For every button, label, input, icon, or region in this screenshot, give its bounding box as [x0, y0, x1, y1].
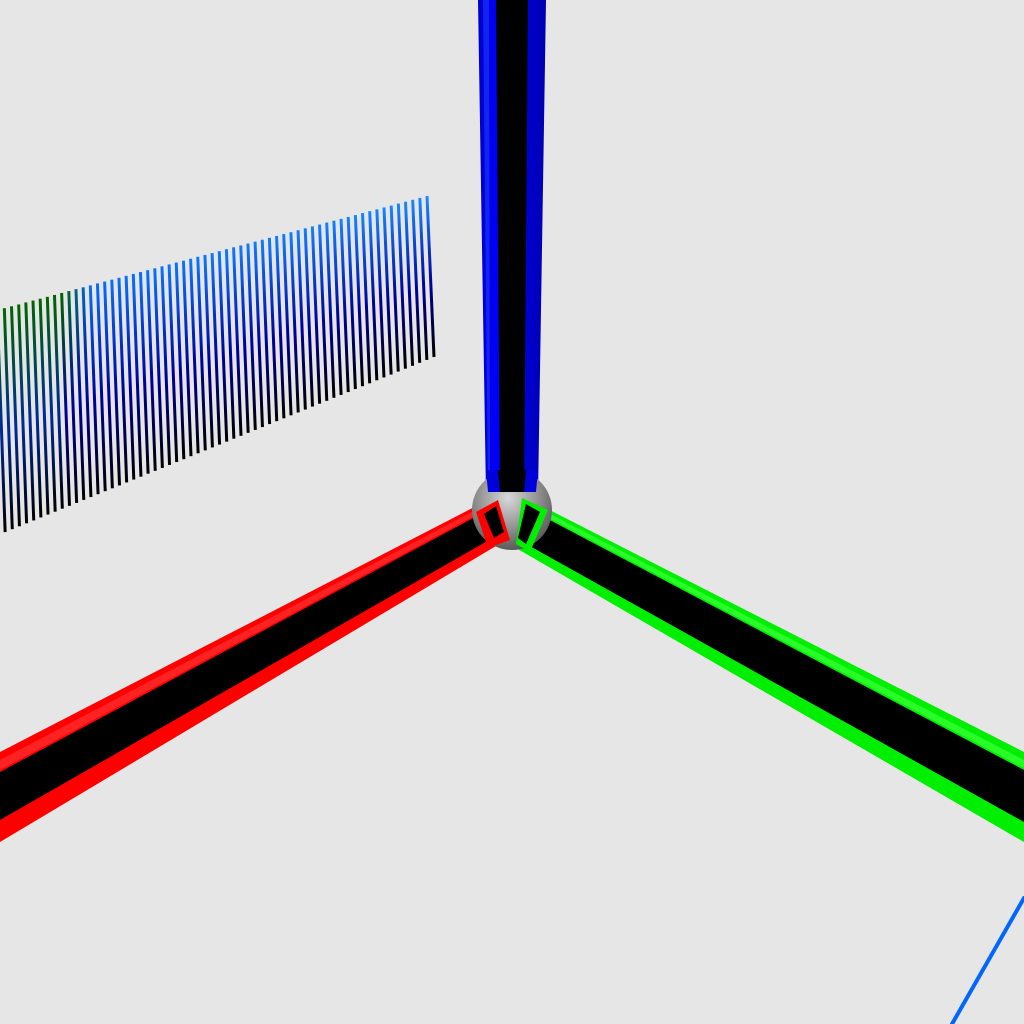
line-field-stroke — [296, 230, 307, 410]
line-field-stroke — [275, 235, 286, 419]
line-field-stroke — [31, 300, 43, 518]
line-field-stroke — [110, 279, 122, 486]
line-field-stroke — [325, 222, 336, 398]
line-field-stroke — [318, 224, 329, 401]
line-field-stroke — [146, 270, 157, 471]
line-field-stroke — [246, 243, 257, 431]
line-field-stroke — [160, 266, 172, 466]
line-field-stroke — [389, 205, 400, 372]
line-field-stroke — [361, 213, 372, 384]
line-field-stroke — [260, 239, 272, 425]
line-field-stroke — [332, 220, 343, 395]
stray-line — [950, 896, 1024, 1024]
line-field-stroke — [131, 273, 143, 477]
line-field-stroke — [353, 214, 365, 387]
line-field-stroke — [253, 241, 264, 428]
line-field-stroke — [282, 233, 293, 416]
line-field-stroke — [103, 281, 114, 489]
line-field-stroke — [267, 237, 279, 422]
line-field-stroke — [224, 249, 236, 439]
line-field-stroke — [196, 256, 207, 451]
line-field-stroke — [303, 228, 314, 407]
x-axis — [0, 500, 506, 842]
line-field-stroke — [411, 199, 422, 363]
line-field-stroke — [124, 275, 136, 480]
line-field-stroke — [153, 268, 164, 468]
origin-sphere — [472, 470, 552, 552]
line-field-stroke — [24, 302, 36, 521]
line-field-stroke — [346, 216, 357, 390]
line-field-stroke — [138, 272, 150, 474]
line-field-stroke — [9, 306, 21, 527]
line-field-stroke — [38, 298, 50, 515]
line-field-stroke — [181, 260, 193, 457]
line-field-stroke — [382, 207, 393, 375]
line-field — [0, 195, 436, 533]
line-field-stroke — [17, 304, 29, 524]
y-axis — [516, 500, 1024, 842]
line-field-stroke — [45, 296, 57, 512]
line-field-stroke — [375, 209, 386, 378]
line-field-stroke — [74, 289, 86, 501]
z-axis — [478, 0, 546, 495]
line-field-stroke — [239, 245, 250, 433]
line-field-stroke — [95, 283, 107, 492]
line-field-stroke — [2, 308, 14, 530]
line-field-stroke — [0, 347, 7, 533]
line-field-stroke — [210, 252, 222, 445]
line-field-stroke — [232, 247, 243, 436]
line-field-stroke — [88, 285, 100, 495]
line-field-stroke — [189, 258, 200, 454]
line-field-stroke — [418, 197, 429, 360]
line-field-stroke — [174, 262, 186, 460]
line-field-stroke — [289, 232, 300, 413]
line-field-stroke — [117, 277, 129, 483]
line-field-stroke — [217, 251, 229, 442]
line-field-stroke — [167, 264, 179, 463]
line-field-stroke — [404, 201, 415, 366]
line-field-stroke — [52, 294, 64, 509]
line-field-stroke — [60, 292, 71, 506]
line-field-stroke — [339, 218, 350, 393]
line-field-stroke — [310, 226, 322, 404]
line-field-stroke — [425, 195, 436, 358]
line-field-stroke — [67, 291, 79, 503]
line-field-stroke — [81, 287, 93, 498]
line-field-stroke — [203, 254, 214, 448]
line-field-stroke — [396, 203, 407, 369]
line-field-stroke — [368, 211, 379, 381]
